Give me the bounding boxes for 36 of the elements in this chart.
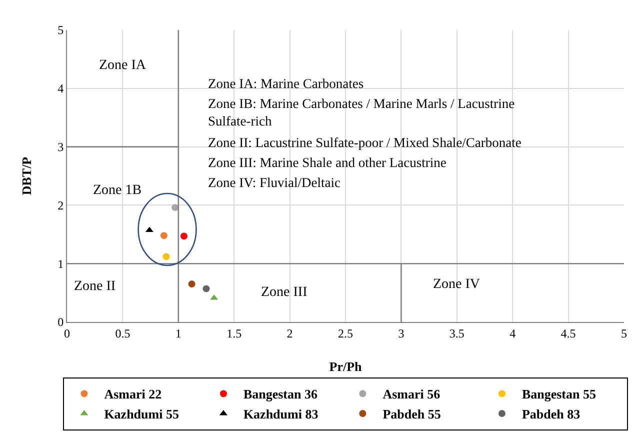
y-tick-label: 5: [58, 23, 64, 38]
annotation: Zone 1B: [93, 183, 142, 198]
annotation: Zone IB: Marine Carbonates / Marine Marls / Lacustrine Sulfate-rich: [208, 96, 515, 129]
legend-label: Asmari 22: [104, 386, 162, 402]
annotation: Zone IV: [433, 277, 480, 292]
legend-label: Asmari 56: [382, 386, 441, 402]
legend-label: Bangestan 55: [522, 386, 596, 402]
x-tick-label: 4: [510, 326, 516, 340]
y-tick-label: 1: [58, 256, 64, 271]
x-tick-label: 3: [398, 326, 404, 340]
legend-label: Pabdeh 55: [382, 406, 442, 422]
x-tick-label: 4.5: [560, 326, 576, 340]
annotation: Zone IV: Fluvial/Deltaic: [208, 175, 340, 190]
x-tick-label: 0.5: [115, 326, 130, 340]
annotation: Zone II: Lacustrine Sulfate-poor / Mixed Shale/Carbonate: [208, 135, 522, 150]
x-tick-label: 1: [175, 326, 182, 340]
annotation: Zone IA: Marine Carbonates: [208, 76, 364, 91]
y-tick-label: 3: [58, 140, 64, 154]
annotation: Zone II: [74, 279, 116, 294]
x-tick-label: 3.5: [449, 326, 464, 340]
annotation: Zone III: Marine Shale and other Lacustrine: [208, 155, 446, 170]
annotation: Zone IA: [99, 58, 147, 73]
x-tick-label: 5: [621, 326, 627, 340]
y-tick-label: 2: [58, 198, 64, 212]
y-tick-label: 4: [58, 82, 64, 96]
y-tick-label: 0: [58, 315, 64, 330]
x-axis-title: Pr/Ph: [329, 359, 363, 374]
x-tick-label: 2: [286, 326, 293, 340]
legend-label: Kazhdumi 55: [104, 406, 180, 422]
y-axis-title: DBT/P: [19, 156, 34, 196]
legend-label: Bangestan 36: [243, 386, 318, 402]
legend-label: Kazhdumi 83: [243, 406, 319, 422]
x-tick-label: 2.5: [338, 326, 353, 340]
legend-label: Pabdeh 83: [522, 406, 581, 422]
x-tick-label: 1.5: [226, 326, 242, 340]
annotation: Zone III: [261, 285, 308, 300]
